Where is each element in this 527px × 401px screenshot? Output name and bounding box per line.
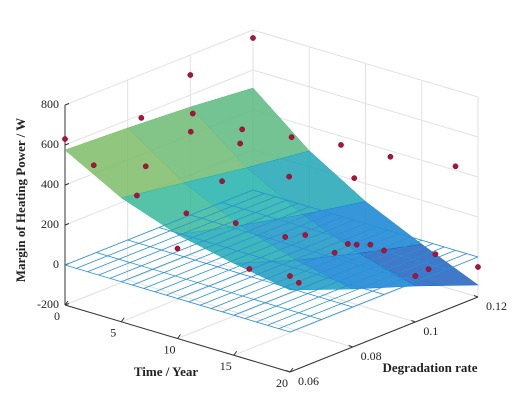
tick [177, 334, 181, 339]
reference-plane-line [252, 189, 479, 258]
data-point [237, 140, 244, 147]
tick [348, 345, 353, 348]
data-point [475, 264, 481, 270]
x-tick-label: 5 [110, 326, 116, 340]
data-point [288, 134, 295, 140]
data-point [302, 232, 309, 238]
tick [289, 367, 294, 373]
data-point [189, 110, 196, 117]
data-point [246, 266, 253, 272]
tick [285, 370, 291, 373]
data-point [452, 163, 459, 170]
z-tick-label: 800 [41, 97, 59, 111]
data-point [351, 175, 358, 181]
data-point [232, 220, 239, 226]
data-point [331, 249, 338, 256]
data-point [412, 273, 419, 279]
data-point [250, 35, 256, 41]
x-axis-label: Time / Year [134, 364, 198, 379]
z-axis-label: Margin of Heating Power / W [13, 118, 28, 283]
x-tick-label: 10 [164, 342, 176, 356]
x-tick-label: 15 [220, 359, 232, 373]
data-point [219, 178, 225, 185]
z-tick-label: -200 [37, 297, 59, 311]
data-point [367, 241, 374, 248]
data-point [353, 241, 360, 248]
surface-patch [233, 260, 353, 291]
data-point [432, 251, 439, 257]
tick [120, 317, 125, 323]
data-point [425, 266, 432, 273]
y-tick-label: 0.06 [298, 374, 319, 388]
data-point [174, 245, 181, 252]
data-point [381, 247, 387, 254]
tick [233, 350, 238, 356]
tick [473, 295, 479, 298]
y-axis-label: Degradation rate [383, 360, 478, 375]
y-tick-label: 0.12 [486, 299, 507, 313]
data-point [134, 192, 140, 199]
grid-line [64, 69, 254, 146]
tick [64, 183, 70, 186]
x-tick-label: 20 [276, 376, 288, 390]
tick [64, 143, 70, 146]
reference-plane-line [158, 227, 385, 295]
data-point [287, 273, 293, 279]
reference-plane-line [221, 202, 447, 270]
data-point [239, 126, 246, 133]
tick [64, 300, 69, 306]
data-point [338, 142, 344, 148]
reference-plane-line [64, 264, 291, 333]
grid-line [127, 279, 353, 348]
tick [64, 103, 70, 106]
data-point [187, 72, 194, 78]
x-tick-label: 0 [54, 309, 60, 323]
z-tick-label: 400 [41, 177, 59, 191]
reference-plane-line [127, 239, 353, 308]
data-point [387, 153, 394, 160]
data-point [138, 115, 145, 121]
y-tick-label: 0.08 [361, 349, 382, 363]
reference-plane-line [190, 214, 416, 283]
reference-plane-line [96, 252, 322, 320]
data-point [286, 173, 293, 180]
z-tick-label: 600 [41, 137, 59, 151]
data-point [183, 210, 190, 217]
tick [411, 320, 416, 323]
grid-line [233, 279, 422, 356]
z-tick-label: 0 [53, 257, 59, 271]
z-tick-label: 200 [41, 217, 59, 231]
data-point [142, 163, 149, 170]
data-point [282, 234, 289, 240]
data-point [344, 241, 351, 247]
data-point [187, 128, 194, 135]
y-tick-label: 0.1 [423, 324, 438, 338]
grid-line [64, 29, 254, 106]
tick [64, 223, 70, 226]
data-point [62, 136, 68, 142]
y-axis [289, 296, 479, 373]
data-point [295, 279, 302, 286]
data-point [90, 162, 97, 169]
